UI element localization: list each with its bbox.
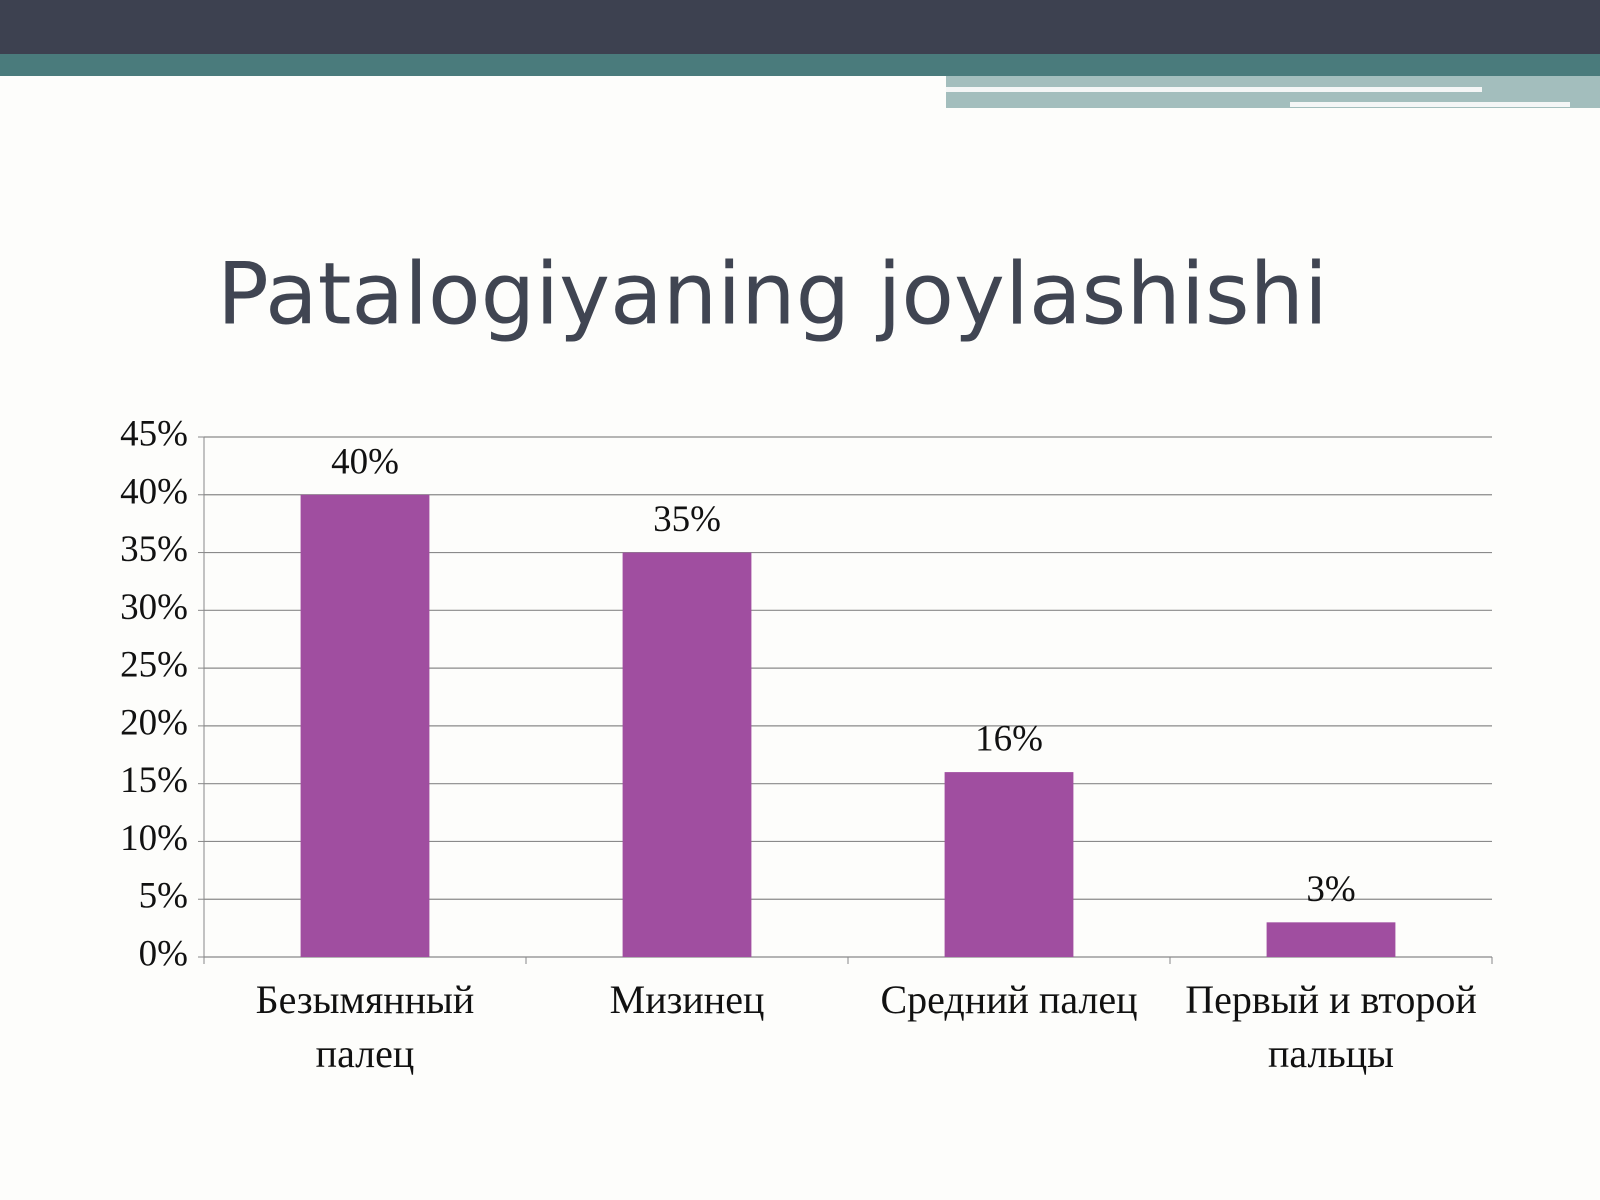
header-band bbox=[0, 0, 1600, 54]
y-tick-label: 20% bbox=[120, 702, 188, 743]
chart-title: Patalogiyaning joylashishi bbox=[217, 244, 1328, 344]
data-label: 35% bbox=[653, 499, 721, 540]
header-line bbox=[946, 87, 1482, 92]
header-stripe bbox=[0, 54, 1600, 76]
y-tick-label: 40% bbox=[120, 471, 188, 512]
bar bbox=[944, 772, 1074, 957]
data-label: 40% bbox=[331, 441, 399, 482]
data-label: 3% bbox=[1306, 869, 1355, 910]
y-tick-label: 45% bbox=[120, 413, 188, 454]
bar bbox=[300, 494, 430, 957]
bar bbox=[1266, 922, 1396, 957]
x-tick-label: Первый и второй пальцы bbox=[1185, 977, 1477, 1076]
y-tick-label: 0% bbox=[139, 933, 188, 974]
bar bbox=[622, 552, 752, 957]
y-tick-label: 30% bbox=[120, 587, 188, 628]
x-tick-label: Средний палец bbox=[880, 977, 1138, 1022]
y-tick-label: 10% bbox=[120, 818, 188, 859]
y-tick-label: 35% bbox=[120, 529, 188, 570]
y-tick-label: 15% bbox=[120, 760, 188, 801]
y-tick-label: 25% bbox=[120, 645, 188, 686]
data-label: 16% bbox=[975, 719, 1043, 760]
x-tick-label: Мизинец bbox=[609, 977, 765, 1022]
header-line bbox=[1290, 102, 1570, 107]
x-tick-label: Безымянный палец bbox=[255, 977, 475, 1076]
y-tick-label: 5% bbox=[139, 876, 188, 917]
